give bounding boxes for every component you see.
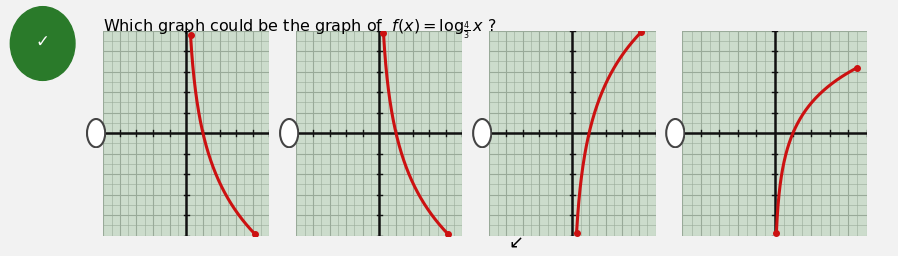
Circle shape	[473, 119, 491, 147]
Text: ↙: ↙	[509, 234, 524, 252]
Text: Which graph could be the graph of  $f(x) = \log_{\frac{4}{3}} x$ ?: Which graph could be the graph of $f(x) …	[103, 18, 497, 41]
Circle shape	[666, 119, 684, 147]
Circle shape	[280, 119, 298, 147]
Circle shape	[87, 119, 105, 147]
Text: ✓: ✓	[36, 33, 49, 51]
Circle shape	[11, 7, 75, 80]
